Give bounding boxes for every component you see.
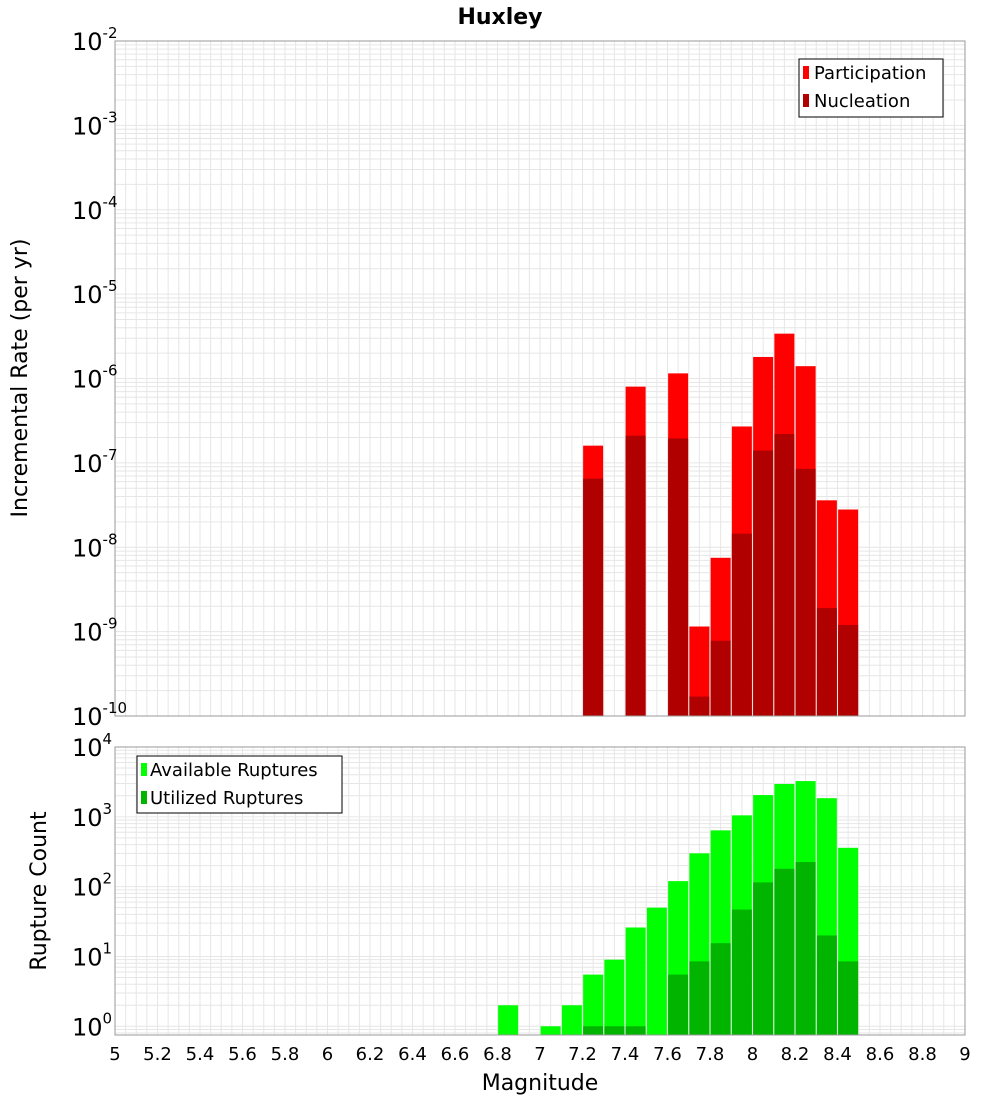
- bottom-y-tick-label: 104: [72, 730, 112, 762]
- bottom-y-tick-label: 101: [72, 939, 112, 971]
- top-bar-nucleation: [668, 438, 689, 716]
- top-bar-nucleation: [795, 468, 816, 716]
- bottom-bar-available-ruptures: [625, 927, 646, 1035]
- x-tick-label: 8.2: [781, 1044, 810, 1065]
- bottom-bar-available-ruptures: [583, 974, 604, 1035]
- x-tick-label: 8.8: [908, 1044, 937, 1065]
- chart-title: Huxley: [457, 5, 542, 30]
- top-legend: Participation Nucleation: [798, 58, 944, 118]
- x-tick-label: 7: [534, 1044, 545, 1065]
- x-tick-label: 8.4: [823, 1044, 852, 1065]
- top-y-tick-label: 10-7: [72, 446, 118, 478]
- x-tick-label: 8.6: [866, 1044, 895, 1065]
- bottom-bar-utilized-ruptures: [583, 1026, 604, 1035]
- x-tick-label: 6: [322, 1044, 333, 1065]
- bottom-y-axis-label: Rupture Count: [27, 811, 52, 971]
- top-y-tick-label: 10-4: [72, 193, 118, 225]
- bottom-bar-utilized-ruptures: [774, 868, 795, 1035]
- top-bar-nucleation: [838, 624, 859, 716]
- legend-utilized-label: Utilized Ruptures: [150, 788, 303, 809]
- top-bar-nucleation: [583, 478, 604, 716]
- bottom-bar-utilized-ruptures: [731, 909, 752, 1035]
- bottom-bar-available-ruptures: [540, 1026, 561, 1035]
- top-bar-nucleation: [774, 433, 795, 716]
- top-bar-nucleation: [731, 533, 752, 716]
- top-bars: [583, 333, 859, 716]
- top-bar-nucleation: [625, 435, 646, 716]
- bottom-bar-utilized-ruptures: [668, 974, 689, 1035]
- x-tick-label: 6.4: [398, 1044, 427, 1065]
- bottom-bar-utilized-ruptures: [838, 961, 859, 1035]
- bottom-bar-utilized-ruptures: [816, 935, 837, 1035]
- bottom-bar-utilized-ruptures: [753, 882, 774, 1035]
- x-tick-labels: 5 5.2 5.4 5.6 5.8 6 6.2 6.4 6.6 6.8 7 7.2 7.4 7.6 7.8 8…: [109, 1044, 970, 1065]
- top-legend-box: [798, 58, 944, 118]
- top-y-tick-label: 10-8: [72, 530, 118, 562]
- top-bar-nucleation: [753, 450, 774, 716]
- x-tick-label: 5: [109, 1044, 120, 1065]
- x-axis-label: Magnitude: [482, 1071, 599, 1096]
- top-y-tick-label: 10-9: [72, 615, 118, 647]
- bottom-legend: Available Ruptures Utilized Ruptures: [136, 755, 343, 814]
- bottom-plot-frame: [114, 746, 966, 1036]
- bottom-y-tick-label: 103: [72, 800, 112, 832]
- x-tick-label: 7.8: [696, 1044, 725, 1065]
- x-tick-label: 5.4: [186, 1044, 215, 1065]
- bottom-panel: 104 103 102 101 100 5 5.2 5.4 5.6 5.8 6 6.2 6.4 6.6 6…: [27, 730, 971, 1096]
- bottom-y-tick-label: 100: [72, 1009, 112, 1041]
- x-tick-label: 6.2: [356, 1044, 385, 1065]
- x-tick-label: 9: [959, 1044, 970, 1065]
- top-plot-frame: [114, 40, 966, 717]
- legend-nucleation-label: Nucleation: [814, 91, 910, 112]
- bottom-y-tick-labels: 104 103 102 101 100: [72, 730, 112, 1041]
- legend-participation-swatch: [803, 66, 809, 79]
- bottom-bar-available-ruptures: [604, 959, 625, 1035]
- top-y-axis-label: Incremental Rate (per yr): [8, 239, 33, 518]
- bottom-y-tick-label: 102: [72, 870, 112, 902]
- legend-nucleation-swatch: [803, 94, 809, 107]
- x-tick-label: 6.6: [441, 1044, 470, 1065]
- top-y-tick-labels: 10-2 10-3 10-4 10-5 10-6 10-7 10-8 10-9 10-10: [72, 24, 127, 731]
- top-y-tick-label: 10-6: [72, 362, 118, 394]
- bottom-bar-utilized-ruptures: [689, 961, 710, 1035]
- x-tick-label: 5.2: [143, 1044, 172, 1065]
- x-tick-label: 7.6: [653, 1044, 682, 1065]
- bottom-bar-available-ruptures: [561, 1005, 582, 1035]
- top-bar-nucleation: [816, 608, 837, 716]
- bottom-legend-box: [136, 755, 343, 814]
- top-gridlines: [114, 40, 966, 717]
- bottom-bar-utilized-ruptures: [625, 1026, 646, 1035]
- bottom-bar-utilized-ruptures: [604, 1026, 625, 1035]
- legend-available-label: Available Ruptures: [150, 760, 318, 781]
- top-y-tick-label: 10-10: [72, 699, 127, 731]
- x-tick-label: 5.8: [271, 1044, 300, 1065]
- bottom-bar-utilized-ruptures: [795, 862, 816, 1035]
- legend-utilized-swatch: [141, 791, 147, 804]
- x-tick-label: 8: [747, 1044, 758, 1065]
- top-y-tick-label: 10-3: [72, 108, 118, 140]
- bottom-bar-utilized-ruptures: [710, 943, 731, 1035]
- legend-participation-label: Participation: [814, 63, 926, 84]
- top-panel: 10-2 10-3 10-4 10-5 10-6 10-7 10-8 10-9 10-10 In…: [8, 24, 966, 731]
- top-y-tick-label: 10-2: [72, 24, 118, 56]
- bottom-bar-available-ruptures: [498, 1005, 519, 1035]
- top-bar-participation: [689, 626, 710, 716]
- bottom-bars: [498, 781, 859, 1035]
- x-tick-label: 5.6: [228, 1044, 257, 1065]
- x-tick-label: 7.2: [568, 1044, 597, 1065]
- bottom-bar-available-ruptures: [646, 907, 667, 1035]
- top-y-tick-label: 10-5: [72, 277, 118, 309]
- legend-available-swatch: [141, 763, 147, 776]
- top-bar-nucleation: [689, 696, 710, 716]
- top-bar-nucleation: [710, 640, 731, 716]
- x-tick-label: 7.4: [611, 1044, 640, 1065]
- x-tick-label: 6.8: [483, 1044, 512, 1065]
